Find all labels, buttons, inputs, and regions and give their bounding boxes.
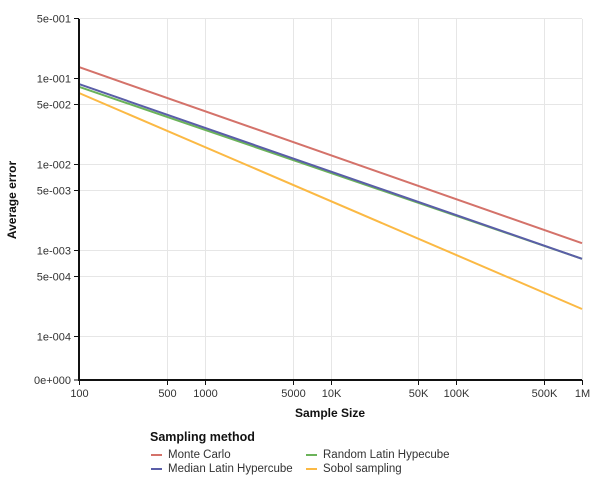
legend-swatch-icon	[151, 454, 162, 456]
legend-label: Median Latin Hypercube	[168, 463, 293, 475]
legend-label: Random Latin Hypecube	[323, 449, 450, 461]
gridlines	[79, 18, 583, 380]
y-tick-label: 5e-002	[37, 100, 71, 112]
y-tick-label: 1e-003	[37, 246, 71, 258]
legend-item-random-latin-hypecube[interactable]: Random Latin Hypecube	[305, 448, 505, 462]
x-tick-label: 500	[158, 388, 176, 400]
x-tick-label: 50K	[409, 388, 429, 400]
data-series	[78, 66, 583, 310]
legend-item-monte-carlo[interactable]: Monte Carlo	[150, 448, 305, 462]
legend-item-median-latin-hypercube[interactable]: Median Latin Hypercube	[150, 462, 305, 476]
series-line-sobol-sampling	[78, 92, 583, 310]
series-line-monte-carlo	[78, 66, 583, 245]
legend: Sampling method Monte Carlo Random Latin…	[150, 430, 510, 476]
x-tick-label: 100K	[444, 388, 470, 400]
x-tick-label: 10K	[322, 388, 342, 400]
legend-label: Sobol sampling	[323, 463, 402, 475]
y-tick-label: 1e-002	[37, 160, 71, 172]
series-line-median-latin-hypercube	[78, 83, 583, 260]
y-tick-label: 1e-004	[37, 332, 71, 344]
y-tick-label: 0e+000	[34, 375, 71, 387]
x-tick-label: 1M	[575, 388, 590, 400]
y-tick-label: 5e-003	[37, 186, 71, 198]
legend-title: Sampling method	[150, 430, 255, 444]
x-tick-label: 500K	[532, 388, 558, 400]
legend-item-sobol-sampling[interactable]: Sobol sampling	[305, 462, 505, 476]
legend-swatch-icon	[306, 454, 317, 456]
legend-label: Monte Carlo	[168, 449, 231, 461]
x-axis-title: Sample Size	[295, 406, 365, 420]
y-tick-label: 5e-001	[37, 14, 71, 26]
y-axis-title: Average error	[5, 161, 19, 240]
legend-swatch-icon	[306, 468, 317, 470]
x-tick-label: 100	[70, 388, 88, 400]
legend-swatch-icon	[151, 468, 162, 470]
x-tick-label: 1000	[193, 388, 217, 400]
y-tick-label: 5e-004	[37, 272, 71, 284]
x-tick-label: 5000	[281, 388, 305, 400]
y-tick-label: 1e-001	[37, 74, 71, 86]
axes: 5e-001 1e-001 5e-002 1e-002 5e-003 1e-003 5e-0…	[34, 14, 590, 401]
